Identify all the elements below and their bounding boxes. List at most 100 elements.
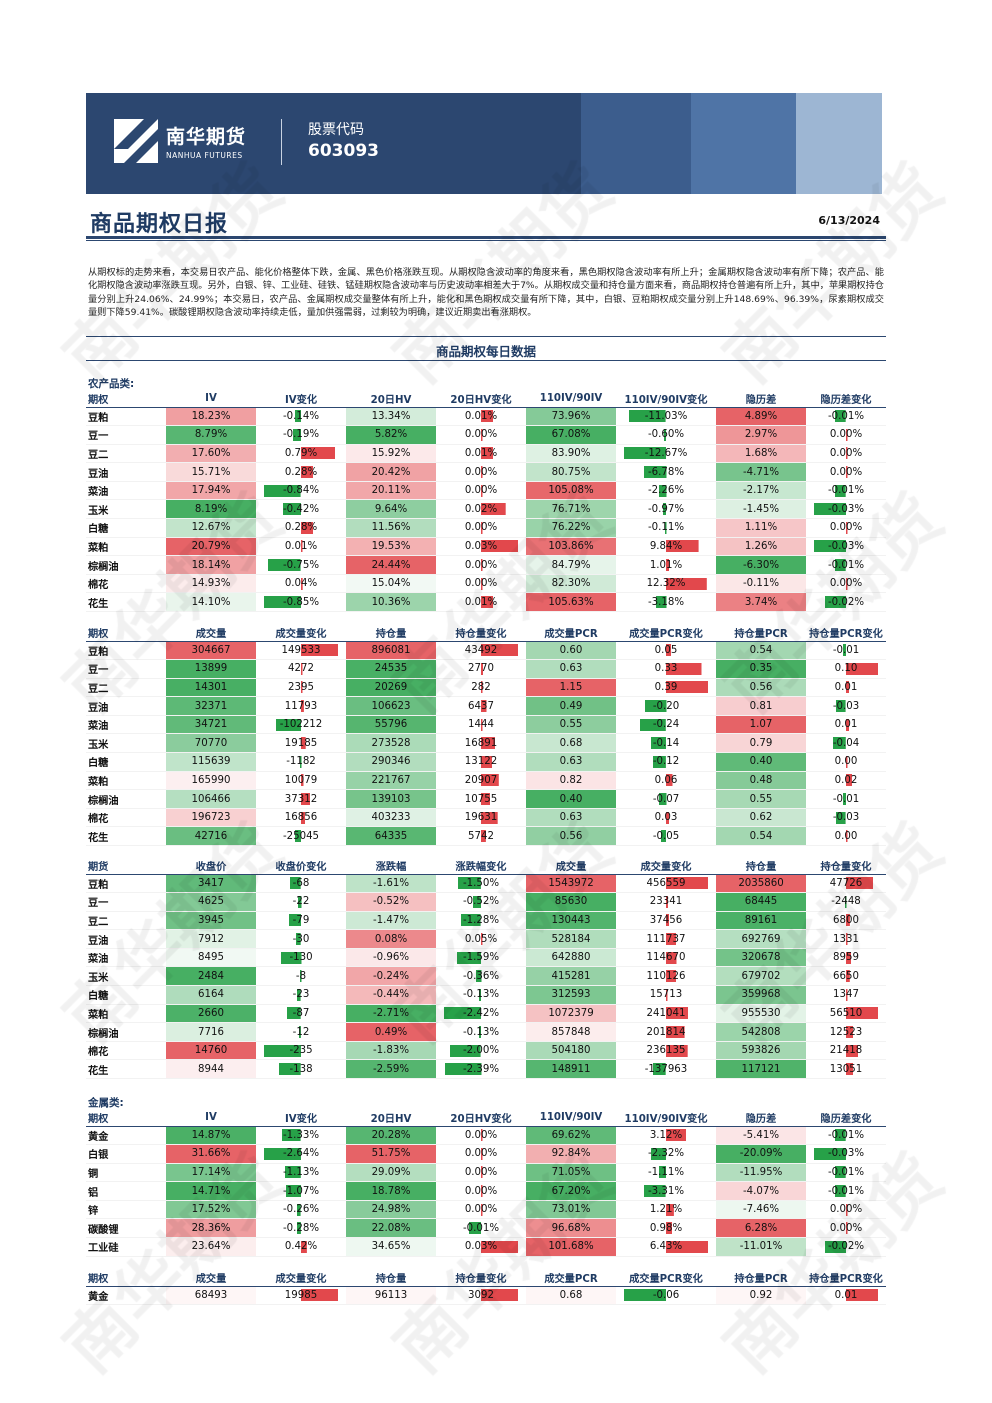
cell: 0.40 [526, 789, 616, 809]
cell: 51.75% [346, 1144, 436, 1164]
col-header: 期权 [86, 624, 166, 642]
cell: 32371 [166, 696, 256, 716]
cell: -0.52% [346, 892, 436, 912]
cell: 14.93% [166, 574, 256, 594]
cell: 0.35 [716, 659, 806, 679]
cell: -11.95% [716, 1163, 806, 1183]
cell: 0.00% [806, 444, 886, 464]
cell: 8.79% [166, 425, 256, 445]
cell: -138 [256, 1059, 346, 1080]
row-label: 棕榈油 [86, 789, 166, 809]
col-header: 持仓量PCR变化 [806, 624, 886, 642]
table-row: 豆油 15.71% 0.28% 20.42% 0.00% 80.75% -6.78% -4.7… [86, 462, 886, 482]
cell: 0.56 [526, 826, 616, 847]
cell: -1.45% [716, 499, 806, 520]
metal-iv-table: 期权 IV IV变化 20日HV 20日HV变化 110IV/90IV 110IV/90IV… [86, 1109, 886, 1257]
col-header: 110IV/90IV [526, 1109, 616, 1127]
cell: 0.00% [436, 481, 526, 501]
cell: 0.00% [806, 1218, 886, 1239]
cell: -0.01 [806, 789, 886, 809]
cell: -0.11% [716, 574, 806, 594]
cell: -2.00% [436, 1041, 526, 1061]
table-row: 碳酸锂 28.36% -0.28% 22.08% -0.01% 96.68% 0.98% 6.… [86, 1218, 886, 1239]
cell: 8959 [806, 948, 886, 968]
cell: 2660 [166, 1004, 256, 1024]
table-row: 菜油 34721 -102212 55796 1444 0.55 -0.24 1.07 0.01 [86, 715, 886, 735]
cell: 0.00 [806, 752, 886, 772]
col-header: IV变化 [256, 1109, 346, 1127]
cell: 84.79% [526, 555, 616, 575]
cell: -4.71% [716, 462, 806, 482]
cell: -1182 [256, 752, 346, 772]
cell: 0.05 [616, 641, 716, 661]
cell: 1444 [436, 715, 526, 735]
cell: 31.66% [166, 1144, 256, 1164]
cell: 96.68% [526, 1218, 616, 1239]
row-label: 白银 [86, 1144, 166, 1164]
col-header: 20日HV变化 [436, 1109, 526, 1127]
cell: 5.82% [346, 425, 436, 445]
cell: 11.56% [346, 518, 436, 538]
cell: 692769 [716, 929, 806, 949]
cell: 0.42% [256, 1237, 346, 1257]
cell: 68493 [166, 1286, 256, 1306]
cell: 0.00% [436, 425, 526, 445]
cell: 1.07 [716, 715, 806, 735]
table-row: 棕榈油 18.14% -0.75% 24.44% 0.00% 84.79% 1.01% -6.… [86, 555, 886, 575]
cell: 1543972 [526, 874, 616, 894]
cell: 10079 [256, 771, 346, 791]
table-row: 豆粕 3417 -68 -1.61% -1.50% 1543972 456559 203586… [86, 874, 886, 894]
cell: 14760 [166, 1041, 256, 1061]
cell: 304667 [166, 641, 256, 661]
row-label: 豆二 [86, 678, 166, 698]
cell: 0.63 [526, 659, 616, 679]
cell: 42716 [166, 826, 256, 847]
cell: -0.05 [616, 826, 716, 847]
cell: 0.00% [806, 518, 886, 538]
cell: 115639 [166, 752, 256, 772]
cell: 0.28% [256, 462, 346, 482]
cell: 105.08% [526, 481, 616, 501]
cell: 14.10% [166, 592, 256, 613]
cell: -0.02% [806, 592, 886, 613]
row-label: 白糖 [86, 518, 166, 538]
row-label: 菜油 [86, 948, 166, 968]
cell: 56510 [806, 1004, 886, 1024]
col-header: 110IV/90IV变化 [616, 390, 716, 408]
cell: -0.85% [256, 592, 346, 613]
cell: 857848 [526, 1022, 616, 1042]
cell: 0.98% [616, 1218, 716, 1239]
table-row: 豆一 13899 4272 24535 2770 0.63 0.33 0.35 0.10 [86, 659, 886, 679]
cell: 19.53% [346, 537, 436, 557]
cell: -0.02% [806, 1237, 886, 1257]
col-header: 涨跌幅变化 [436, 857, 526, 875]
cell: 106466 [166, 789, 256, 809]
market-summary: 从期权标的走势来看，本交易日农产品、能化价格整体下跌，金属、黑色价格涨跌互现。从… [88, 267, 884, 319]
cell: -1.07% [256, 1181, 346, 1201]
cell: 528184 [526, 929, 616, 949]
cell: 1331 [806, 929, 886, 949]
cell: 37456 [616, 911, 716, 931]
cell: 12.32% [616, 574, 716, 594]
cell: 23341 [616, 892, 716, 912]
cell: 110126 [616, 966, 716, 987]
col-header: 成交量 [526, 857, 616, 875]
cell: 196723 [166, 808, 256, 828]
cell: 3092 [436, 1286, 526, 1306]
cell: -0.01 [806, 641, 886, 661]
cell: -0.20 [616, 696, 716, 716]
row-label: 豆油 [86, 929, 166, 949]
cell: 14.71% [166, 1181, 256, 1201]
cell: 542808 [716, 1022, 806, 1042]
cell: -0.75% [256, 555, 346, 575]
cell: -87 [256, 1004, 346, 1024]
cell: -0.03% [806, 499, 886, 520]
cell: -0.01% [806, 481, 886, 501]
table-row: 菜粕 165990 10079 221767 20907 0.82 0.06 0.48 0.02 [86, 771, 886, 791]
cell: 9.64% [346, 499, 436, 520]
cell: 0.00% [436, 1181, 526, 1201]
header-banner: 南华期货 NANHUA FUTURES 股票代码 603093 [86, 93, 882, 194]
table-row: 铜 17.14% -1.13% 29.09% 0.00% 71.05% -1.11% -11.… [86, 1163, 886, 1183]
col-header: 20日HV [346, 1109, 436, 1127]
col-header: 持仓量 [346, 624, 436, 642]
